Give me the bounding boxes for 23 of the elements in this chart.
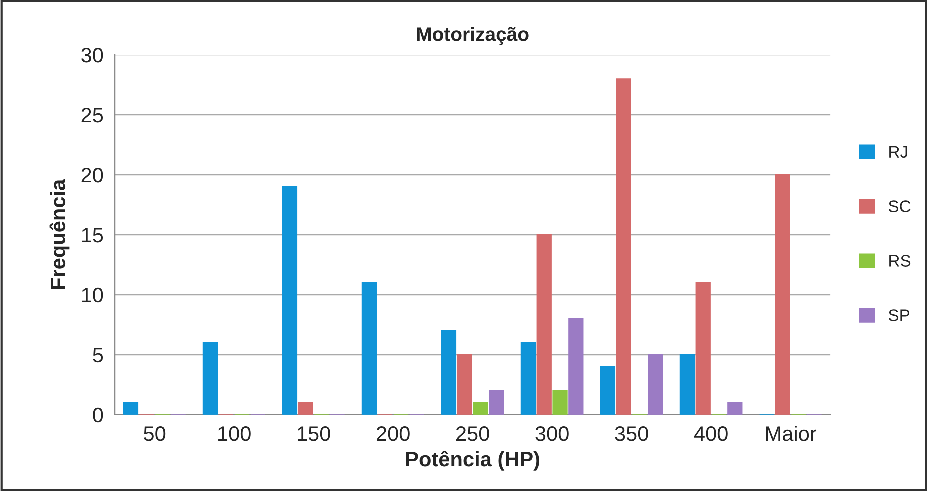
y-tick-label: 5	[93, 348, 104, 363]
y-tick-label: 25	[82, 108, 104, 123]
chart-title: Motorização	[417, 27, 529, 46]
y-tick-label: 20	[82, 168, 104, 183]
x-tick-label: 50	[144, 426, 166, 442]
legend-label: SC	[888, 200, 911, 212]
x-tick-label: Maior	[766, 426, 817, 442]
legend-label: RS	[890, 255, 911, 267]
x-tick-label: 200	[376, 426, 410, 442]
y-tick-label: 10	[82, 288, 104, 303]
x-tick-label: 100	[218, 426, 251, 442]
y-tick-label: 0	[93, 408, 104, 423]
x-tick-label: 350	[615, 426, 648, 442]
y-tick-label: 30	[82, 48, 104, 63]
legend-label: SP	[888, 310, 910, 322]
legend-label: RJ	[890, 146, 908, 158]
x-tick-label: 300	[536, 426, 569, 442]
y-tick-label: 15	[82, 228, 104, 243]
x-axis-title: Potência (HP)	[406, 450, 540, 471]
y-axis-title: Frequência	[50, 179, 70, 290]
x-tick-label: 250	[456, 426, 490, 442]
x-tick-label: 150	[298, 426, 330, 442]
x-tick-label: 400	[694, 426, 728, 442]
